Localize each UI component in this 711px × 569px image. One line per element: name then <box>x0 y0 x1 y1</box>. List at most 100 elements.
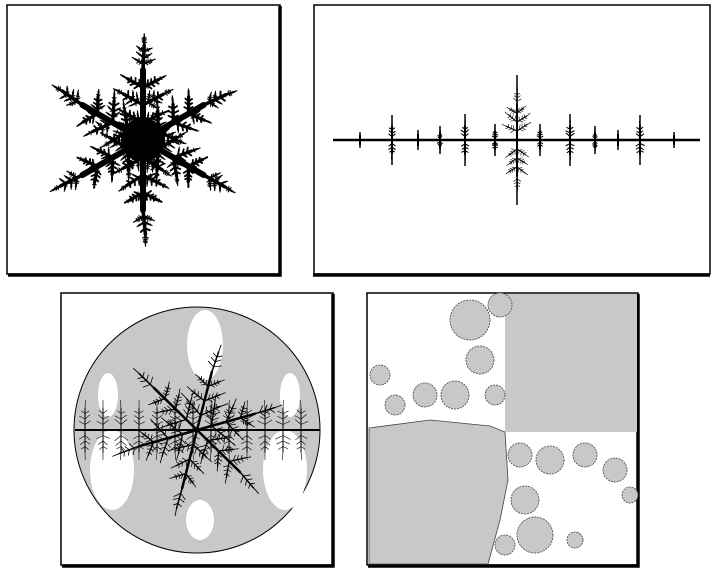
branch <box>511 148 516 151</box>
branch <box>191 159 194 166</box>
branch <box>103 135 107 138</box>
branch <box>526 113 531 117</box>
branch <box>148 119 152 122</box>
branch <box>177 502 182 507</box>
branch <box>213 457 219 462</box>
julia-snowflake <box>49 33 238 247</box>
branch <box>235 430 241 433</box>
branch <box>163 169 168 172</box>
branch <box>141 41 145 44</box>
branch <box>129 152 133 156</box>
branch <box>114 419 122 425</box>
branch <box>242 474 251 477</box>
branch <box>228 423 237 426</box>
bulb <box>535 445 565 475</box>
branch <box>136 60 140 64</box>
branch <box>87 111 95 117</box>
branch <box>90 103 94 107</box>
branch <box>120 400 122 409</box>
branch <box>117 410 122 414</box>
branch <box>97 414 104 420</box>
branch <box>219 392 226 396</box>
branch <box>518 149 523 151</box>
branch <box>149 376 154 385</box>
branch <box>269 408 275 413</box>
branch <box>135 117 139 120</box>
branch <box>95 94 99 97</box>
branch <box>213 365 222 368</box>
branch <box>119 113 127 117</box>
branch <box>82 160 88 165</box>
branch <box>155 165 159 174</box>
branch <box>504 111 509 115</box>
gray-quadrant <box>505 294 637 432</box>
branch <box>83 134 87 137</box>
branch <box>137 429 143 434</box>
branch <box>216 172 221 175</box>
branch <box>168 448 176 452</box>
branch <box>175 395 179 399</box>
branch <box>240 475 244 484</box>
branch <box>118 121 122 124</box>
bulb <box>440 380 470 410</box>
branch <box>207 360 214 368</box>
branch <box>178 463 180 469</box>
branch <box>168 381 170 387</box>
branch <box>187 169 194 174</box>
branch <box>145 193 148 201</box>
branch <box>164 446 170 452</box>
branch <box>264 409 270 414</box>
branch <box>136 193 139 196</box>
branch <box>147 215 151 219</box>
branch <box>136 224 140 228</box>
branch <box>170 465 177 469</box>
branch <box>163 121 167 124</box>
branch <box>150 418 156 425</box>
branch <box>202 453 204 460</box>
branch <box>243 401 246 407</box>
branch <box>214 461 219 465</box>
branch <box>133 420 140 425</box>
branch <box>176 179 180 182</box>
branch <box>65 184 68 187</box>
branch <box>116 91 121 95</box>
branch <box>218 344 222 353</box>
branch <box>169 440 176 445</box>
branch <box>181 457 187 462</box>
branch <box>214 394 217 404</box>
branch <box>274 404 283 409</box>
bulb <box>494 534 516 556</box>
branch <box>226 473 230 477</box>
branch <box>239 408 243 413</box>
branch <box>171 418 178 423</box>
branch <box>199 469 205 475</box>
branch <box>127 164 134 169</box>
branch <box>132 174 140 179</box>
branch <box>148 193 155 197</box>
branch <box>164 428 167 435</box>
branch <box>127 158 134 164</box>
branch <box>150 434 153 441</box>
branch <box>511 166 516 169</box>
branch <box>112 108 120 113</box>
gray-quadrant <box>368 419 509 565</box>
branch <box>133 435 140 440</box>
branch <box>113 133 120 138</box>
branch <box>173 401 177 406</box>
branch <box>232 460 238 466</box>
branch <box>519 110 524 112</box>
branch <box>158 154 162 156</box>
branch <box>521 108 525 111</box>
branch <box>150 95 154 99</box>
branch <box>231 426 239 430</box>
branch <box>514 167 516 172</box>
bulb <box>566 531 584 549</box>
branch <box>229 412 236 414</box>
branch <box>213 383 218 387</box>
branch <box>164 389 168 393</box>
branch <box>128 117 136 122</box>
branch <box>196 466 198 471</box>
branch <box>118 132 123 136</box>
branch <box>95 173 101 179</box>
quadrant-julia <box>368 292 639 565</box>
